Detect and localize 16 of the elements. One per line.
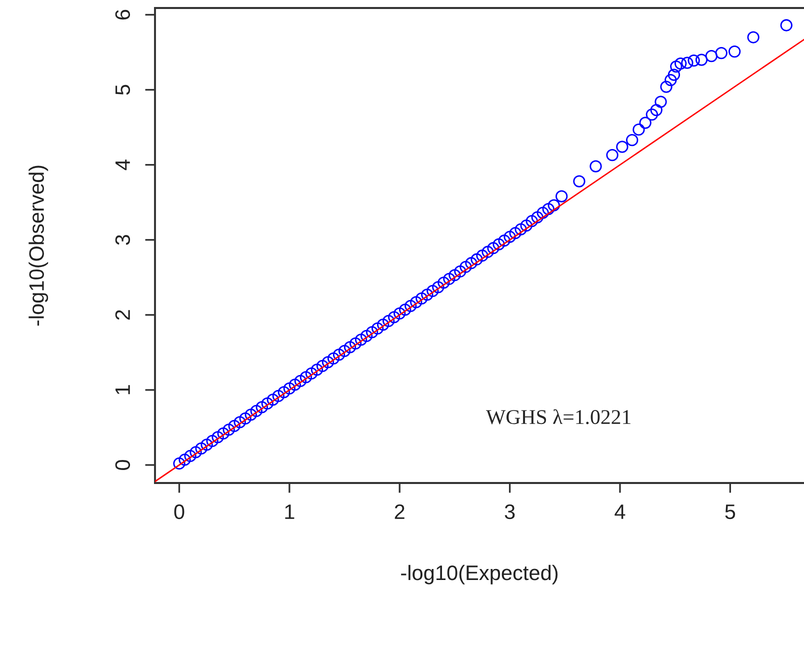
y-tick-label: 5: [116, 84, 130, 95]
x-tick-label: 1: [285, 504, 294, 519]
x-tick-label: 5: [725, 504, 736, 520]
x-tick-label: 0: [174, 504, 184, 520]
annotation: WGHS λ=1.0221: [486, 409, 630, 424]
y-tick-label: 1: [116, 385, 130, 394]
x-axis-title: -log10(Expected): [401, 564, 558, 584]
y-tick-label: 2: [115, 310, 130, 320]
y-axis-title: -log10(Observed): [28, 166, 48, 326]
y-tick-label: 4: [116, 160, 130, 170]
y-tick-label: 6: [115, 10, 130, 20]
y-tick-label: 0: [115, 460, 130, 470]
x-tick-label: 4: [614, 504, 626, 519]
x-tick-label: 3: [504, 504, 515, 520]
x-tick-label: 2: [394, 504, 404, 519]
y-tick-label: 3: [115, 234, 130, 245]
